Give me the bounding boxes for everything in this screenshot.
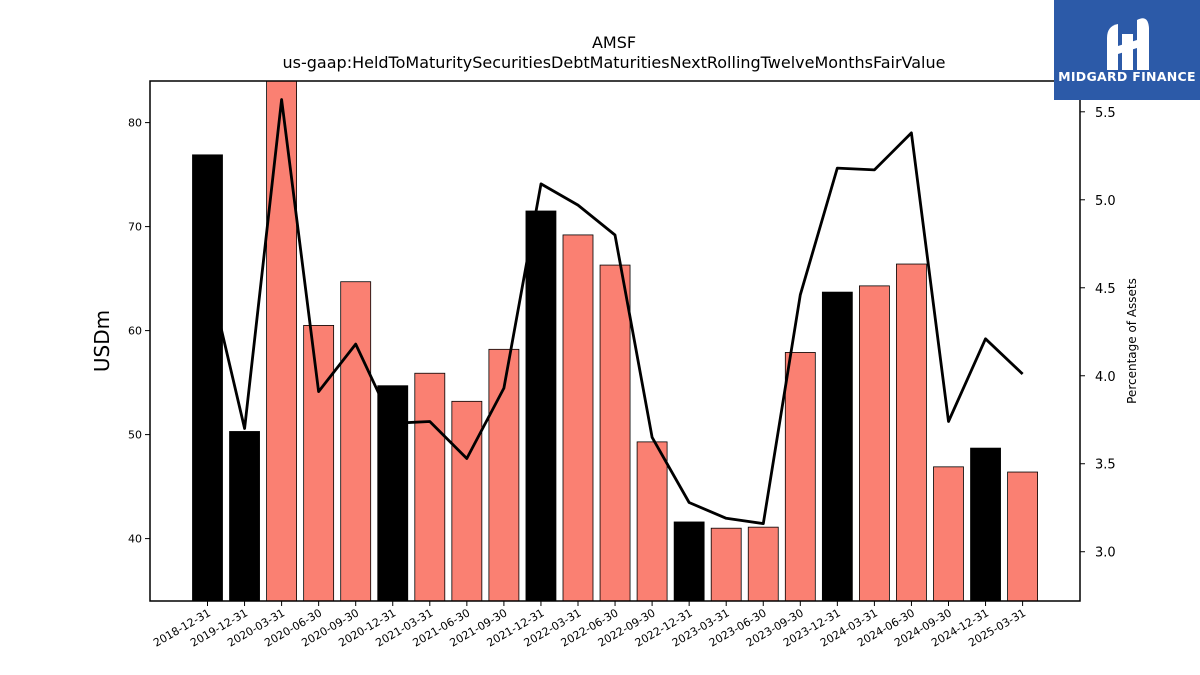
logo-mark-icon	[1107, 18, 1149, 70]
y2-tick-label: 4.0	[1095, 370, 1116, 385]
y2-tick-label: 3.0	[1095, 546, 1116, 561]
bar-2023-09-30	[784, 352, 816, 601]
ratio-line	[206, 98, 1024, 525]
bar-2025-03-31	[1007, 471, 1038, 601]
bar-2022-03-31	[562, 234, 594, 601]
y2-tick-label: 5.5	[1095, 106, 1116, 121]
bar-2021-12-31	[525, 210, 557, 601]
bar-2018-12-31	[192, 154, 223, 601]
brand-logo: MIDGARD FINANCE	[1054, 0, 1200, 100]
bar-2020-06-30	[303, 324, 335, 601]
y-tick-label: 70	[128, 221, 142, 234]
bar-2023-12-31	[821, 291, 853, 601]
bar-2023-03-31	[710, 527, 742, 601]
bar-2022-06-30	[599, 264, 631, 601]
y-tick-label: 40	[128, 533, 142, 546]
bar-2024-09-30	[933, 466, 964, 601]
y2-tick-label: 5.0	[1095, 194, 1116, 209]
bar-2020-12-31	[377, 385, 409, 601]
bar-group	[192, 81, 1038, 601]
y2-axis-label: Percentage of Assets	[1125, 278, 1139, 404]
bar-2022-12-31	[673, 521, 705, 601]
bar-2024-12-31	[970, 447, 1001, 601]
bar-2020-09-30	[340, 281, 372, 601]
bar-2019-12-31	[229, 431, 260, 601]
bar-2024-06-30	[896, 263, 927, 601]
bar-2021-06-30	[451, 400, 483, 601]
bar-2021-09-30	[488, 348, 520, 601]
bar-2023-06-30	[747, 526, 779, 601]
y-tick-label: 50	[128, 429, 142, 442]
logo-text: MIDGARD FINANCE	[1058, 69, 1196, 84]
chart-title: AMSF	[592, 33, 636, 52]
chart-text: AMSF us-gaap:HeldToMaturitySecuritiesDeb…	[90, 33, 1139, 404]
y-tick-label: 80	[128, 117, 142, 130]
bar-2021-03-31	[414, 372, 446, 601]
chart-subtitle: us-gaap:HeldToMaturitySecuritiesDebtMatu…	[283, 53, 946, 72]
y2-tick-label: 3.5	[1095, 458, 1116, 473]
y2-tick-label: 4.5	[1095, 282, 1116, 297]
y-axis-label: USDm	[90, 310, 114, 372]
ratio-line-group	[206, 98, 1024, 525]
bar-2022-09-30	[636, 441, 668, 601]
bar-2024-03-31	[859, 285, 890, 601]
y-tick-label: 60	[128, 325, 142, 338]
bar-2020-03-31	[266, 81, 298, 601]
